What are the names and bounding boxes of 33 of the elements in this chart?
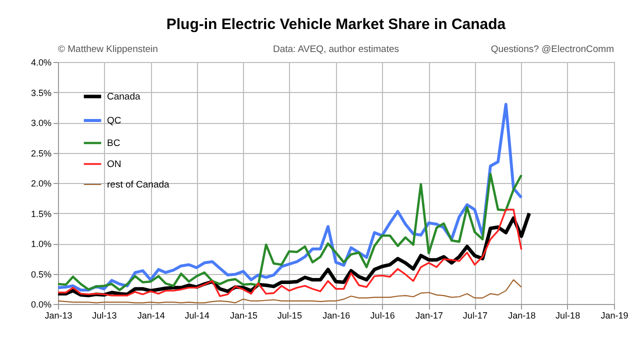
y-tick-label: 1.5% (30, 208, 52, 219)
chart-title: Plug-in Electric Vehicle Market Share in Canada (166, 16, 506, 33)
legend-label: rest of Canada (107, 180, 170, 190)
x-tick-label: Jan-14 (137, 310, 165, 320)
x-tick-label: Jul-17 (462, 310, 488, 320)
x-tick-label: Jan-17 (415, 310, 444, 320)
legend-label: QC (107, 116, 122, 126)
x-tick-label: Jul-14 (184, 310, 210, 320)
y-tick-label: 0.0% (30, 300, 52, 310)
line-series (57, 279, 522, 304)
x-tick-label: Jul-18 (556, 310, 580, 320)
x-tick-label: Jan-19 (600, 310, 628, 320)
y-tick-label: 2.5% (30, 148, 52, 158)
x-tick-label: Jan-13 (44, 310, 72, 320)
y-tick-label: 0.5% (30, 269, 52, 280)
x-tick-label: Jul-13 (92, 310, 117, 320)
text: © Matthew Klippenstein (58, 44, 158, 55)
legend-label: ON (107, 159, 122, 170)
text: Data: AVEQ, author estimates (272, 44, 400, 55)
y-tick-label: 1.0% (30, 239, 52, 249)
legend-label: BC (107, 138, 120, 149)
y-tick-label: 4.0% (30, 58, 52, 68)
legend-label: Canada (107, 92, 141, 102)
x-tick-label: Jan-16 (322, 310, 350, 320)
line-series (56, 172, 523, 292)
y-tick-label: 3.0% (30, 118, 52, 128)
x-tick-label: Jul-16 (370, 310, 395, 320)
text: Questions? @ElectronComm (490, 44, 614, 55)
x-tick-label: Jul-15 (277, 310, 302, 320)
y-tick-label: 3.5% (30, 88, 52, 98)
x-tick-label: Jan-18 (508, 310, 536, 320)
y-tick-label: 2.0% (30, 178, 52, 188)
x-tick-label: Jan-15 (230, 310, 258, 320)
